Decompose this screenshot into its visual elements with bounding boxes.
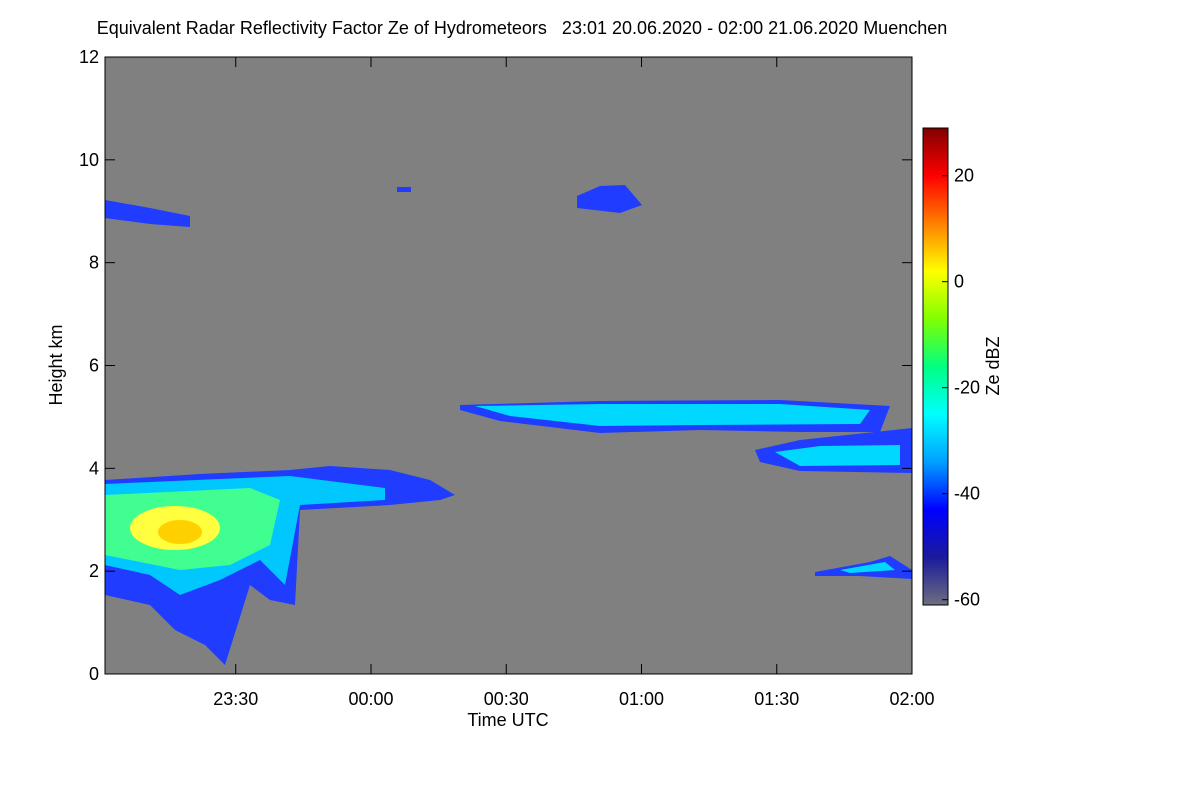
colorbar-tick-label: 20 xyxy=(954,166,974,186)
x-tick-label: 02:00 xyxy=(889,689,934,709)
colorbar-tick-label: 0 xyxy=(954,272,964,292)
x-tick-label: 23:30 xyxy=(213,689,258,709)
x-tick-label: 01:30 xyxy=(754,689,799,709)
colorbar-tick-label: -20 xyxy=(954,378,980,398)
y-tick-label: 8 xyxy=(89,253,99,273)
x-tick-label: 00:00 xyxy=(348,689,393,709)
y-tick-label: 10 xyxy=(79,150,99,170)
chart-title: Equivalent Radar Reflectivity Factor Ze … xyxy=(97,18,948,38)
colorbar xyxy=(922,127,949,606)
colorbar-label: Ze dBZ xyxy=(983,336,1003,395)
y-tick-label: 4 xyxy=(89,458,99,478)
y-axis-label: Height km xyxy=(46,324,66,405)
radar-echoes xyxy=(105,185,912,665)
x-tick-label: 00:30 xyxy=(484,689,529,709)
y-tick-label: 2 xyxy=(89,561,99,581)
y-tick-label: 0 xyxy=(89,664,99,684)
colorbar-tick-label: -60 xyxy=(954,590,980,610)
y-tick-label: 6 xyxy=(89,356,99,376)
colorbar-tick-label: -40 xyxy=(954,484,980,504)
x-axis-label: Time UTC xyxy=(467,710,548,730)
x-tick-label: 01:00 xyxy=(619,689,664,709)
y-tick-label: 12 xyxy=(79,47,99,67)
